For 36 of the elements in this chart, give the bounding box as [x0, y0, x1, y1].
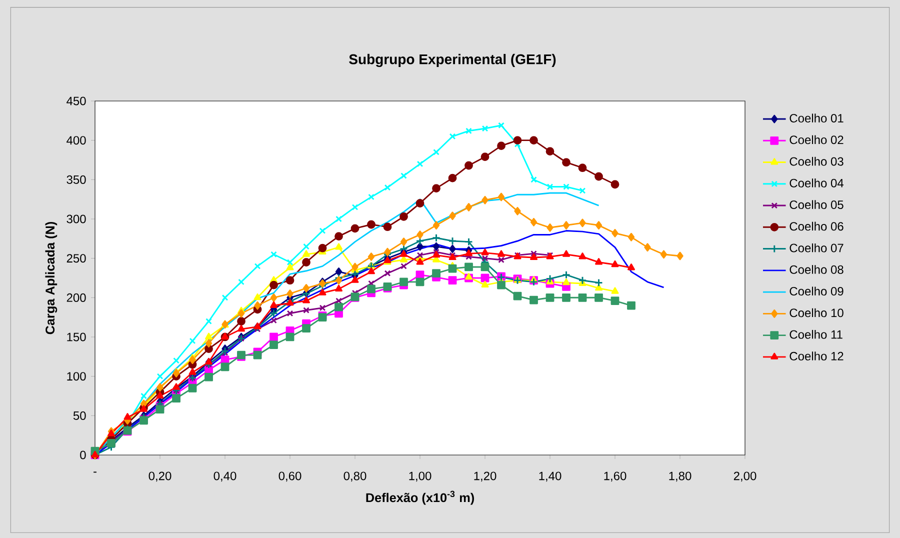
x-tick-label: 0,80: [344, 472, 366, 482]
legend-label: Coelho 06: [790, 222, 844, 231]
legend-label: Coelho 12: [790, 352, 844, 360]
y-tick-label: 300: [66, 214, 86, 224]
legend-label: Coelho 07: [790, 243, 844, 252]
y-tick-label: 200: [66, 293, 86, 302]
legend-label: Coelho 05: [790, 200, 844, 210]
chart-title: Subgrupo Experimental (GE1F): [349, 54, 556, 68]
y-tick-label: 350: [66, 175, 86, 184]
legend-label: Coelho 04: [790, 178, 844, 188]
x-tick-label: 0,20: [148, 472, 172, 482]
x-tick-label: 0,60: [278, 472, 302, 482]
legend-label: Coelho 09: [790, 286, 844, 296]
y-tick-label: 100: [67, 372, 86, 381]
x-tick-label: 1,60: [604, 472, 626, 482]
x-tick-label: 1,20: [474, 472, 496, 482]
y-tick-label: 0: [80, 450, 86, 460]
y-tick-label: 450: [66, 96, 86, 106]
x-tick-label: 1,40: [539, 472, 562, 482]
y-tick-label: 150: [67, 332, 86, 342]
legend-label: Coelho 10: [790, 308, 844, 318]
legend-label: Coelho 01: [790, 114, 844, 122]
legend-label: Coelho 02: [790, 135, 844, 144]
x-tick-label: -: [94, 472, 96, 473]
x-axis-title: Deflexão (x10$^{-3}$ m): [366, 490, 474, 505]
legend-label: Coelho 08: [790, 265, 844, 274]
x-tick-label: 1,00: [409, 472, 432, 482]
x-tick-label: 0,40: [214, 472, 236, 482]
y-axis-title: Carga Aplicada (N): [45, 222, 58, 334]
y-tick-label: 250: [66, 254, 86, 263]
legend-label: Coelho 11: [790, 330, 842, 339]
x-tick-label: 1,80: [669, 472, 692, 482]
x-tick-label: 2,00: [734, 472, 756, 482]
legend-label: Coelho 03: [790, 156, 844, 166]
y-tick-label: 50: [73, 411, 86, 420]
y-tick-label: 400: [66, 136, 86, 145]
